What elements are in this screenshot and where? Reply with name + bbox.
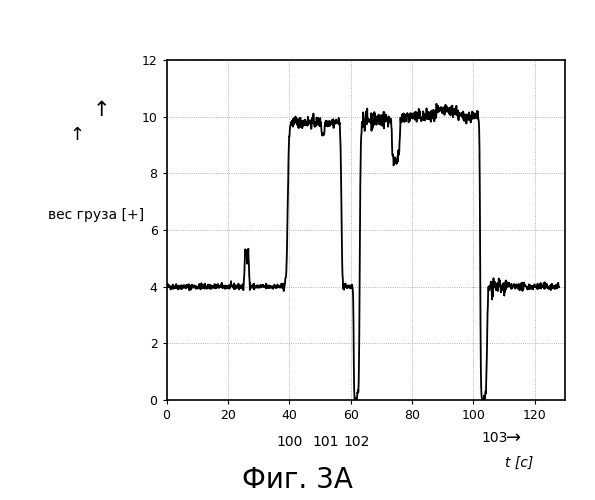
Text: ↑: ↑ <box>92 100 110 120</box>
Text: 102: 102 <box>343 436 370 450</box>
Text: t [c]: t [c] <box>505 456 533 469</box>
Text: 100: 100 <box>276 436 302 450</box>
Text: →: → <box>506 428 521 446</box>
Text: ↑: ↑ <box>70 126 85 144</box>
Text: 101: 101 <box>313 436 339 450</box>
Text: вес груза [+]: вес груза [+] <box>48 208 144 222</box>
Text: 103: 103 <box>481 430 508 444</box>
Text: Фиг. 3А: Фиг. 3А <box>242 466 353 494</box>
